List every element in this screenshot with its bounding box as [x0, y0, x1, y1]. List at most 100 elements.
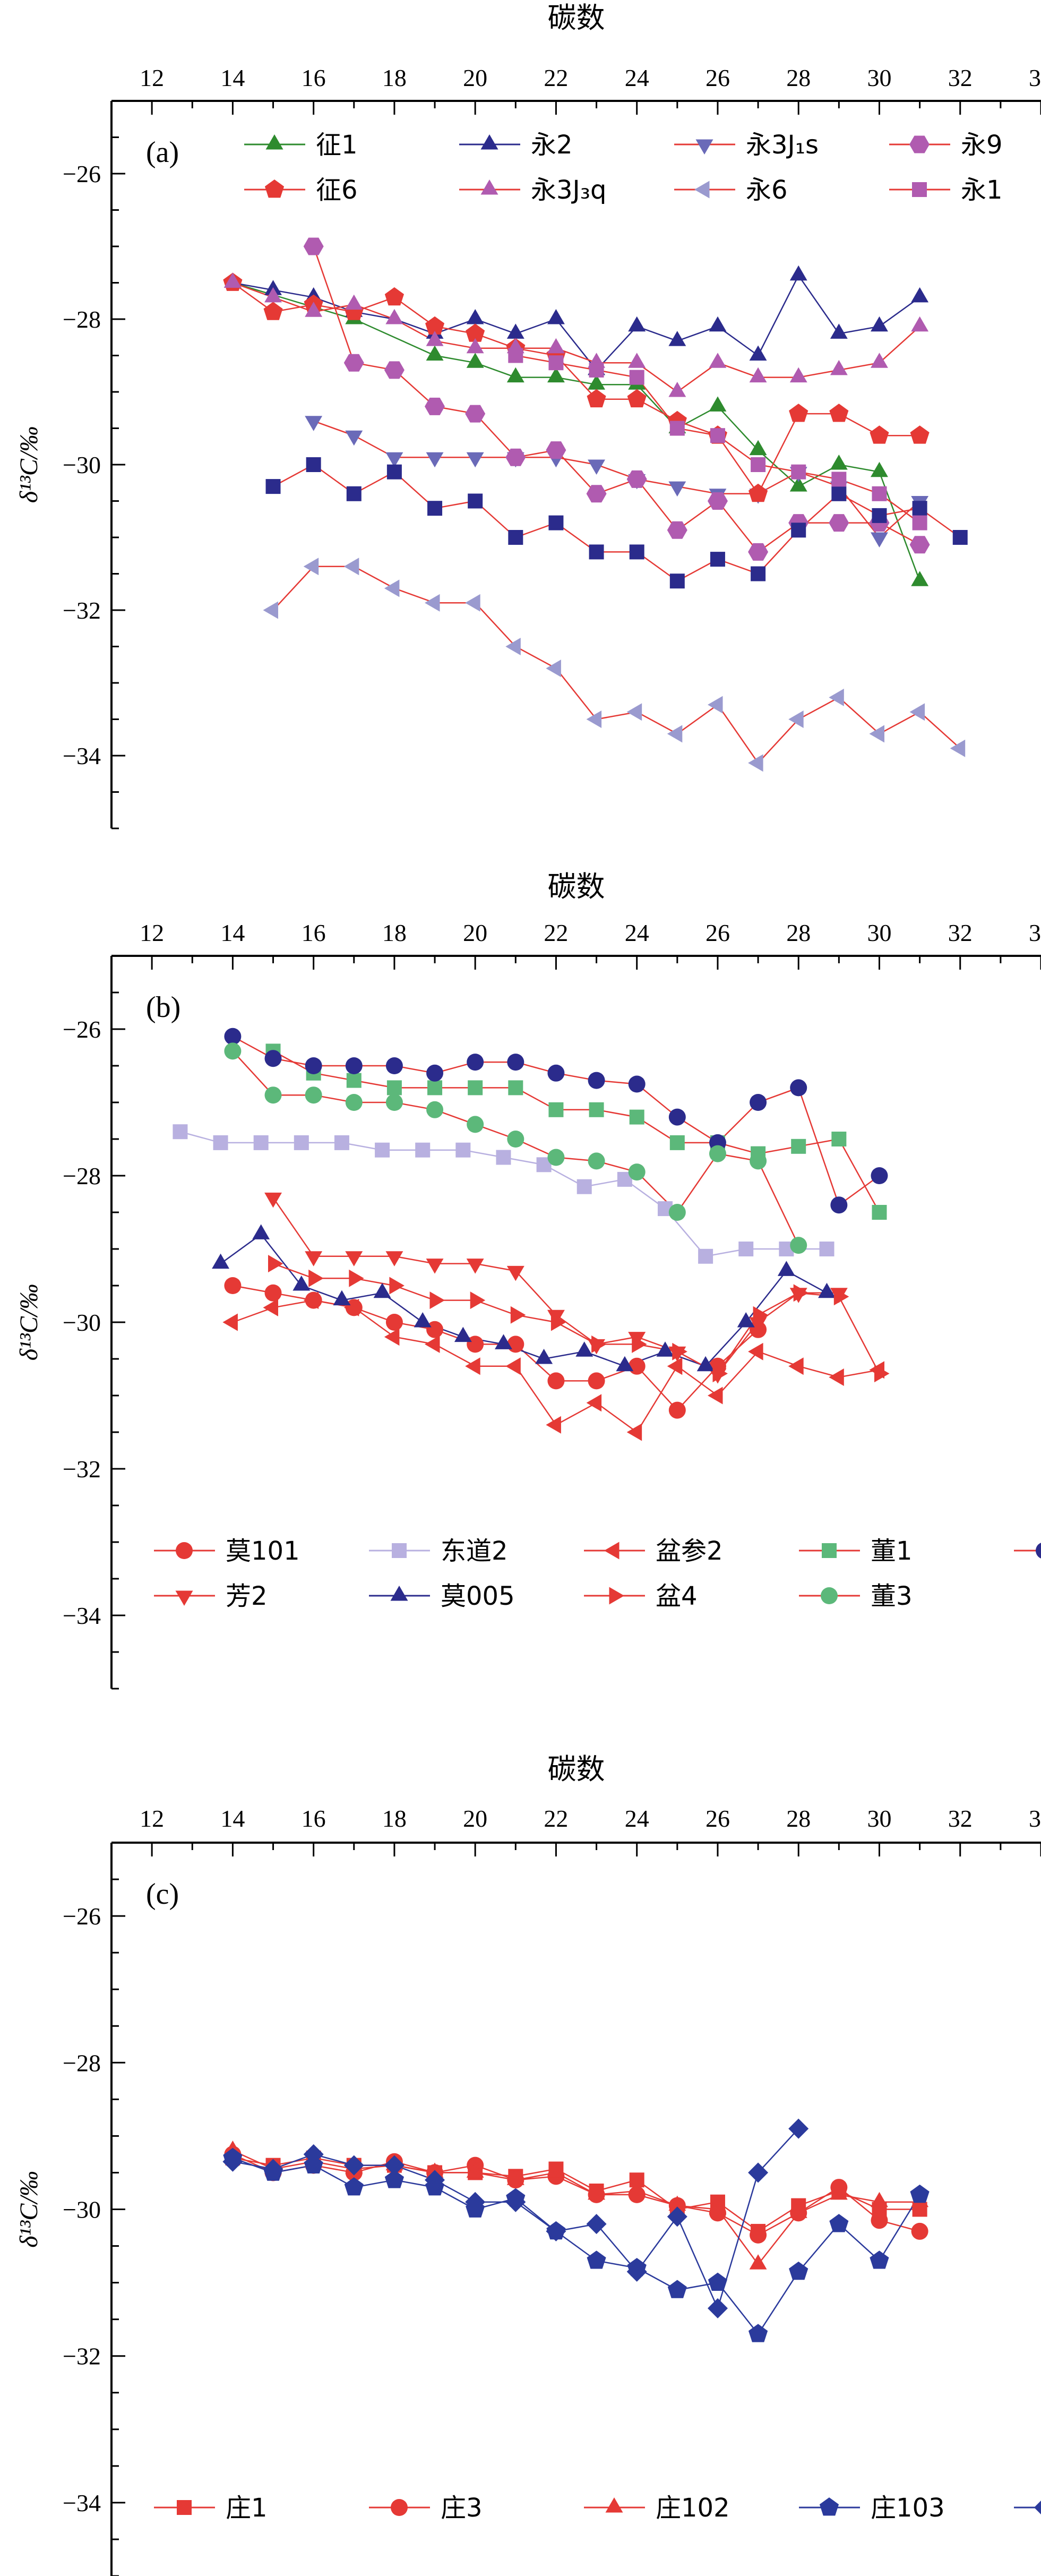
x-tick-label: 30 — [867, 64, 891, 91]
y-tick-label: −26 — [63, 160, 101, 187]
data-point — [505, 638, 521, 655]
data-point — [829, 514, 849, 532]
data-point — [628, 353, 646, 368]
x-tick-label: 28 — [786, 919, 811, 946]
y-tick-label: −34 — [63, 1602, 101, 1629]
data-point — [385, 1094, 403, 1111]
data-point — [467, 1054, 484, 1071]
data-point — [708, 2272, 727, 2291]
data-point — [425, 397, 445, 415]
data-point — [710, 552, 725, 567]
data-point — [308, 1269, 324, 1287]
data-point — [626, 703, 642, 721]
data-point — [252, 1224, 270, 1239]
x-tick-label: 32 — [948, 64, 973, 91]
data-point — [425, 594, 440, 612]
legend-marker — [264, 179, 285, 198]
data-point — [426, 1321, 444, 1338]
data-point — [470, 1291, 486, 1310]
data-point — [465, 1357, 480, 1375]
data-point — [831, 486, 847, 501]
data-point — [777, 1261, 795, 1276]
data-point — [264, 1192, 282, 1208]
data-point — [709, 396, 727, 412]
data-point — [306, 457, 321, 472]
legend-label: 盆参2 — [656, 1536, 723, 1566]
series-markers-3 — [265, 1043, 887, 1220]
legend-entry: 董3 — [799, 1581, 913, 1611]
data-point — [672, 1342, 687, 1360]
data-point — [375, 1142, 390, 1158]
data-point — [788, 1357, 804, 1375]
x-tick-label: 34 — [1029, 64, 1041, 91]
data-point — [426, 345, 444, 361]
series-markers-0 — [223, 272, 929, 586]
series-line — [273, 1263, 880, 1375]
data-point — [588, 374, 605, 390]
y-tick-label: −32 — [63, 2343, 101, 2370]
data-point — [871, 316, 888, 332]
legend-entry: 庄107 — [1014, 2501, 1041, 2514]
data-point — [709, 2199, 727, 2214]
x-tick-label: 24 — [625, 919, 649, 946]
legend-marker — [821, 1587, 838, 1604]
data-point — [791, 464, 806, 480]
series-markers-7 — [268, 1255, 890, 1383]
legend-entry: 永3J₁s — [674, 130, 819, 160]
data-point — [830, 1196, 848, 1214]
y-tick-label: −26 — [63, 1016, 101, 1043]
series-line — [313, 246, 920, 553]
legend-marker — [392, 1543, 407, 1558]
data-point — [223, 272, 242, 288]
data-point — [789, 2261, 808, 2280]
data-point — [750, 1094, 767, 1111]
data-point — [668, 1108, 686, 1126]
series-7 — [272, 566, 961, 764]
data-point — [708, 492, 728, 510]
data-point — [496, 1150, 511, 1165]
series-line — [272, 566, 961, 764]
data-point — [712, 1365, 728, 1383]
x-tick-label: 28 — [786, 64, 811, 91]
data-point — [467, 1336, 484, 1353]
x-axis-label: 碳数 — [548, 870, 605, 903]
data-point — [222, 1313, 238, 1331]
data-point — [346, 1073, 362, 1088]
data-point — [588, 459, 605, 475]
data-point — [749, 367, 767, 383]
series-markers-4 — [224, 1028, 888, 1214]
y-tick-label: −32 — [63, 597, 101, 624]
series-1 — [232, 2153, 920, 2236]
data-point — [547, 2162, 565, 2178]
data-point — [656, 1341, 674, 1357]
series-line — [272, 1050, 880, 1213]
legend-marker — [912, 182, 927, 197]
data-point — [264, 1050, 282, 1067]
data-point — [669, 1135, 685, 1150]
panel-label: (a) — [146, 136, 179, 169]
legend-label: 东道2 — [441, 1536, 508, 1566]
data-point — [345, 294, 363, 310]
data-point — [911, 2222, 928, 2240]
data-point — [709, 353, 727, 368]
legend-entry: 庄3 — [369, 2493, 483, 2523]
legend-label: 征1 — [316, 130, 358, 160]
legend-label: 庄3 — [441, 2493, 483, 2523]
data-point — [791, 523, 806, 538]
data-point — [506, 367, 524, 383]
data-point — [628, 316, 646, 332]
data-point — [265, 479, 281, 494]
data-point — [830, 2184, 848, 2200]
x-tick-label: 18 — [382, 1805, 407, 1832]
data-point — [588, 1372, 605, 1390]
data-point — [384, 287, 404, 306]
data-point — [263, 302, 283, 320]
data-point — [427, 1080, 443, 1096]
data-point — [871, 532, 888, 547]
legend-entry: 董1 — [799, 1536, 913, 1566]
data-point — [305, 1086, 322, 1104]
data-point — [911, 316, 929, 332]
data-point — [669, 574, 685, 589]
legend-label: 芳2 — [226, 1581, 268, 1611]
data-point — [829, 688, 844, 706]
